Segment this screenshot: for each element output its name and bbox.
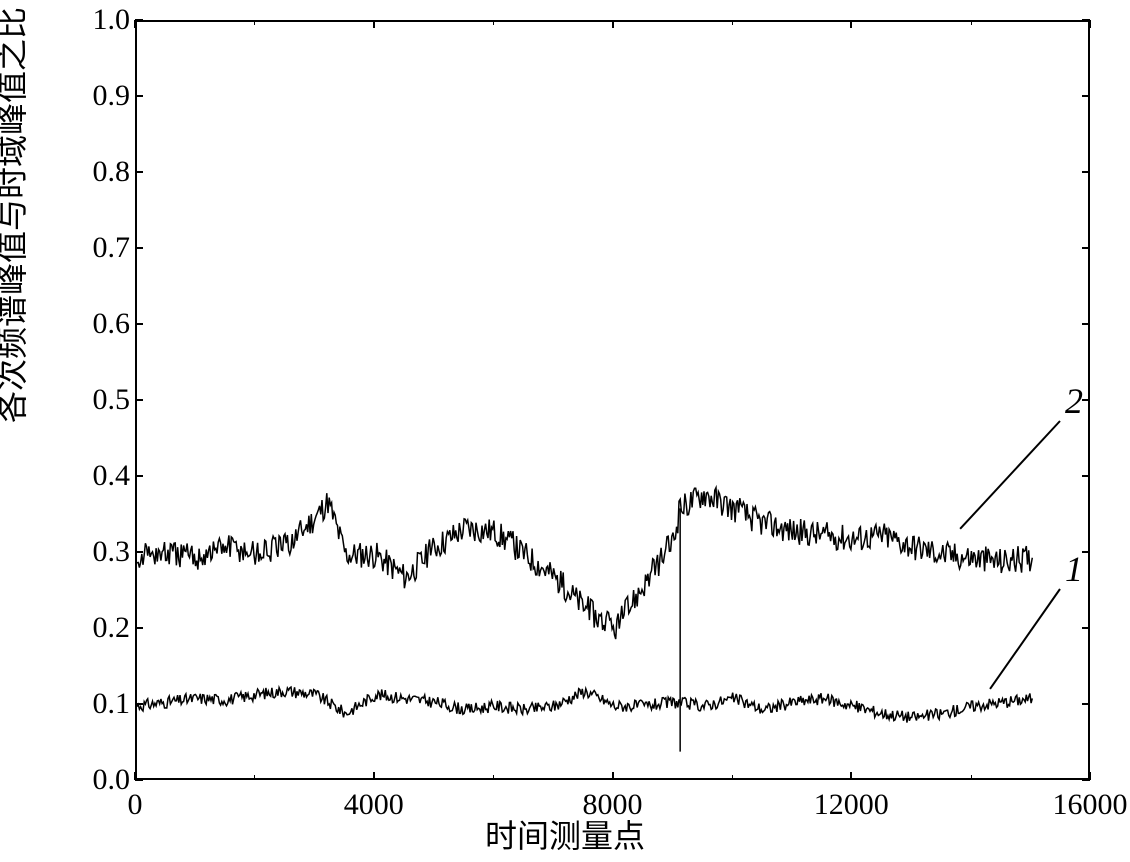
y-tick-mark [135,475,143,477]
x-tick-label: 8000 [583,788,643,822]
y-tick-mark [135,399,143,401]
y-tick-mark [1082,627,1090,629]
chart-svg [137,22,1088,778]
x-minor-tick-mark [971,775,972,780]
y-tick-mark [135,323,143,325]
y-tick-mark [1082,399,1090,401]
series-line-2 [137,488,1032,639]
series-annotation-label: 1 [1065,548,1083,590]
x-minor-tick-mark [493,775,494,780]
y-axis-label: 各次频谱峰值与时域峰值之比（%） [0,0,33,423]
plot-area [135,20,1090,780]
x-tick-mark [1089,20,1091,28]
y-tick-mark [135,703,143,705]
x-tick-mark [373,20,375,28]
y-tick-label: 0.7 [93,231,131,265]
y-tick-label: 0.9 [93,79,131,113]
y-tick-mark [135,95,143,97]
x-minor-tick-mark [732,20,733,25]
series-annotation-label: 2 [1065,380,1083,422]
y-tick-mark [1082,551,1090,553]
y-tick-mark [135,247,143,249]
y-tick-label: 0.5 [93,383,131,417]
y-tick-label: 0.3 [93,535,131,569]
x-tick-mark [373,772,375,780]
x-minor-tick-mark [971,20,972,25]
y-tick-mark [1082,95,1090,97]
x-tick-mark [612,772,614,780]
x-minor-tick-mark [493,20,494,25]
y-tick-label: 0.8 [93,155,131,189]
y-tick-mark [135,627,143,629]
y-tick-mark [1082,171,1090,173]
x-tick-mark [1089,772,1091,780]
x-tick-mark [612,20,614,28]
y-tick-label: 0.2 [93,611,131,645]
y-tick-label: 0.6 [93,307,131,341]
x-tick-label: 4000 [344,788,404,822]
x-minor-tick-mark [254,775,255,780]
x-tick-mark [134,772,136,780]
x-tick-label: 16000 [1053,788,1128,822]
x-tick-mark [850,772,852,780]
chart-container: 各次频谱峰值与时域峰值之比（%） 时间测量点 0.00.10.20.30.40.… [0,0,1130,862]
y-tick-mark [135,551,143,553]
y-tick-label: 1.0 [93,3,131,37]
y-tick-mark [135,19,143,21]
y-tick-label: 0.1 [93,687,131,721]
y-tick-mark [1082,247,1090,249]
x-minor-tick-mark [732,775,733,780]
y-tick-mark [1082,475,1090,477]
y-tick-mark [1082,703,1090,705]
series-line-1 [137,687,1032,723]
y-tick-label: 0.0 [93,763,131,797]
x-tick-label: 12000 [814,788,889,822]
y-tick-mark [135,779,143,781]
y-tick-mark [135,171,143,173]
x-minor-tick-mark [254,20,255,25]
x-tick-label: 0 [128,788,143,822]
x-tick-mark [134,20,136,28]
x-tick-mark [850,20,852,28]
y-tick-label: 0.4 [93,459,131,493]
y-tick-mark [1082,323,1090,325]
